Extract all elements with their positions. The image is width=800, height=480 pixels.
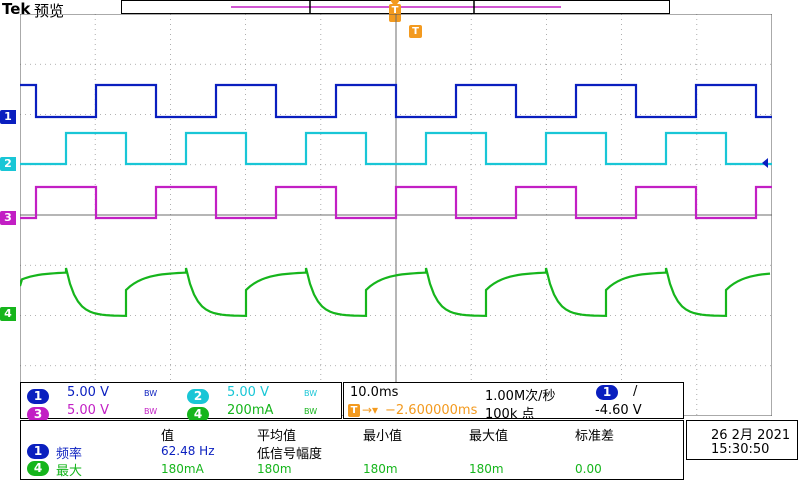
ch1-bandwidth-limit: BW <box>144 389 158 398</box>
meas-row1-source-badge: 1 <box>27 444 49 459</box>
trigger-delay-readout: −2.600000ms <box>385 403 478 418</box>
ch4-scale: 200mA <box>227 403 274 418</box>
ch1-scale: 5.00 V <box>67 385 109 400</box>
acquisition-mode-label: 预览 <box>34 2 65 20</box>
trigger-slope-icon: / <box>633 384 638 399</box>
meas-header-std: 标准差 <box>575 429 615 444</box>
trigger-delay-icon: T <box>348 404 360 417</box>
channel-4-marker[interactable]: 4 <box>0 307 16 321</box>
channel-4-marker-label: 4 <box>4 307 12 320</box>
time-readout: 15:30:50 <box>711 442 770 457</box>
meas-row2-max: 180m <box>469 462 504 476</box>
ch3-bandwidth-limit: BW <box>144 407 158 416</box>
channel-3-marker[interactable]: 3 <box>0 211 16 225</box>
ch4-bandwidth-limit: BW <box>304 407 318 416</box>
ch1-badge: 1 <box>27 389 49 404</box>
meas-row2-min: 180m <box>363 462 398 476</box>
channel-3-waveform <box>20 185 772 220</box>
trigger-delay-arrow-icon: →▾ <box>362 403 379 417</box>
meas-header-value: 值 <box>161 429 175 444</box>
meas-row2-label: 最大 <box>56 464 83 479</box>
meas-header-min: 最小值 <box>363 429 403 444</box>
acquisition-panel[interactable]: 10.0ms 1.00M次/秒 1 / T →▾ −2.600000ms 100… <box>343 382 684 422</box>
datetime-panel[interactable]: 26 2月 2021 15:30:50 <box>686 420 798 460</box>
sample-rate-readout: 1.00M次/秒 <box>485 389 556 404</box>
trigger-level-icon <box>762 158 768 168</box>
channel-2-marker[interactable]: 2 <box>0 157 16 171</box>
meas-row2-mean: 180m <box>257 462 292 476</box>
trigger-position-marker[interactable]: T <box>389 4 401 22</box>
trigger-level-readout: -4.60 V <box>595 403 642 418</box>
meas-header-mean: 平均值 <box>257 429 297 444</box>
measurement-panel: 值 平均值 最小值 最大值 标准差 1 频率 62.48 Hz 低信号幅度 4 … <box>20 420 684 480</box>
ch2-scale: 5.00 V <box>227 385 269 400</box>
channel-1-marker[interactable]: 1 <box>0 110 16 124</box>
timebase-readout: 10.0ms <box>350 385 399 400</box>
channel-3-marker-label: 3 <box>4 211 12 224</box>
meas-row1-value: 62.48 Hz <box>161 444 215 458</box>
meas-row2-std: 0.00 <box>575 462 602 476</box>
waveform-display[interactable] <box>20 14 772 416</box>
channel-2-marker-label: 2 <box>4 157 12 170</box>
channel-1-waveform <box>20 83 772 119</box>
channel-2-waveform <box>20 131 772 166</box>
trigger-source-badge: 1 <box>596 385 618 400</box>
ch2-setting[interactable]: 2 <box>187 385 209 404</box>
ch3-badge: 3 <box>27 407 49 422</box>
meas-row2-source-badge: 4 <box>27 461 49 476</box>
ch3-setting[interactable]: 3 <box>27 403 49 422</box>
meas-header-max: 最大值 <box>469 429 509 444</box>
ch4-badge: 4 <box>187 407 209 422</box>
meas-row1-status: 低信号幅度 <box>257 447 323 462</box>
ch4-setting[interactable]: 4 <box>187 403 209 422</box>
ch1-setting[interactable]: 1 <box>27 385 49 404</box>
date-readout: 26 2月 2021 <box>711 428 791 443</box>
channel-4-waveform <box>20 267 771 318</box>
ch2-bandwidth-limit: BW <box>304 389 318 398</box>
channel-settings-panel: 1 5.00 V BW 2 5.00 V BW 3 5.00 V BW 4 20… <box>20 382 342 422</box>
record-length-readout: 100k 点 <box>485 407 535 422</box>
ch3-scale: 5.00 V <box>67 403 109 418</box>
meas-row2-value: 180mA <box>161 462 204 476</box>
trigger-point-marker: T <box>409 25 422 38</box>
channel-1-marker-label: 1 <box>4 110 12 123</box>
ch2-badge: 2 <box>187 389 209 404</box>
meas-row1-label: 频率 <box>56 447 83 462</box>
